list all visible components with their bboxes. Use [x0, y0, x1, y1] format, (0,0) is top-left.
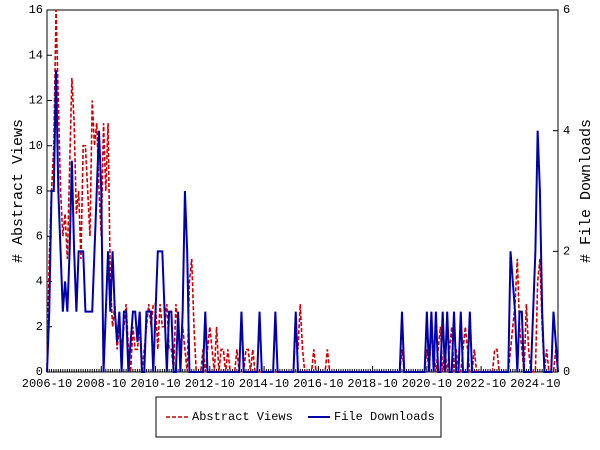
x-tick-label: 2014-10 — [239, 377, 289, 391]
y2-tick-label: 6 — [563, 3, 570, 17]
y-tick-label: 12 — [29, 94, 43, 108]
y2-tick-label: 0 — [563, 365, 570, 379]
y-tick-label: 16 — [29, 3, 43, 17]
x-tick-label: 2016-10 — [293, 377, 343, 391]
y-tick-label: 14 — [29, 48, 43, 62]
y-tick-label: 10 — [29, 139, 43, 153]
legend-label: File Downloads — [334, 410, 435, 424]
y2-tick-label: 2 — [563, 245, 570, 259]
x-tick-label: 2006-10 — [22, 377, 72, 391]
y-tick-label: 4 — [36, 275, 43, 289]
x-tick-label: 2010-10 — [130, 377, 180, 391]
y-tick-label: 6 — [36, 229, 43, 243]
y-tick-label: 0 — [36, 365, 43, 379]
y-tick-label: 2 — [36, 320, 43, 334]
x-tick-label: 2018-10 — [347, 377, 397, 391]
legend-box — [155, 396, 442, 438]
y-tick-label: 8 — [36, 184, 43, 198]
y-axis-title: # Abstract Views — [10, 119, 27, 263]
series-line — [46, 9, 559, 373]
legend-label: Abstract Views — [192, 410, 293, 424]
x-tick-label: 2022-10 — [456, 377, 506, 391]
x-tick-label: 2012-10 — [185, 377, 235, 391]
y2-tick-label: 4 — [563, 124, 570, 138]
x-tick-label: 2008-10 — [76, 377, 126, 391]
y2-axis-title: # File Downloads — [578, 119, 595, 263]
x-tick-label: 2020-10 — [402, 377, 452, 391]
x-tick-label: 2024-10 — [510, 377, 560, 391]
series-line — [46, 70, 559, 373]
